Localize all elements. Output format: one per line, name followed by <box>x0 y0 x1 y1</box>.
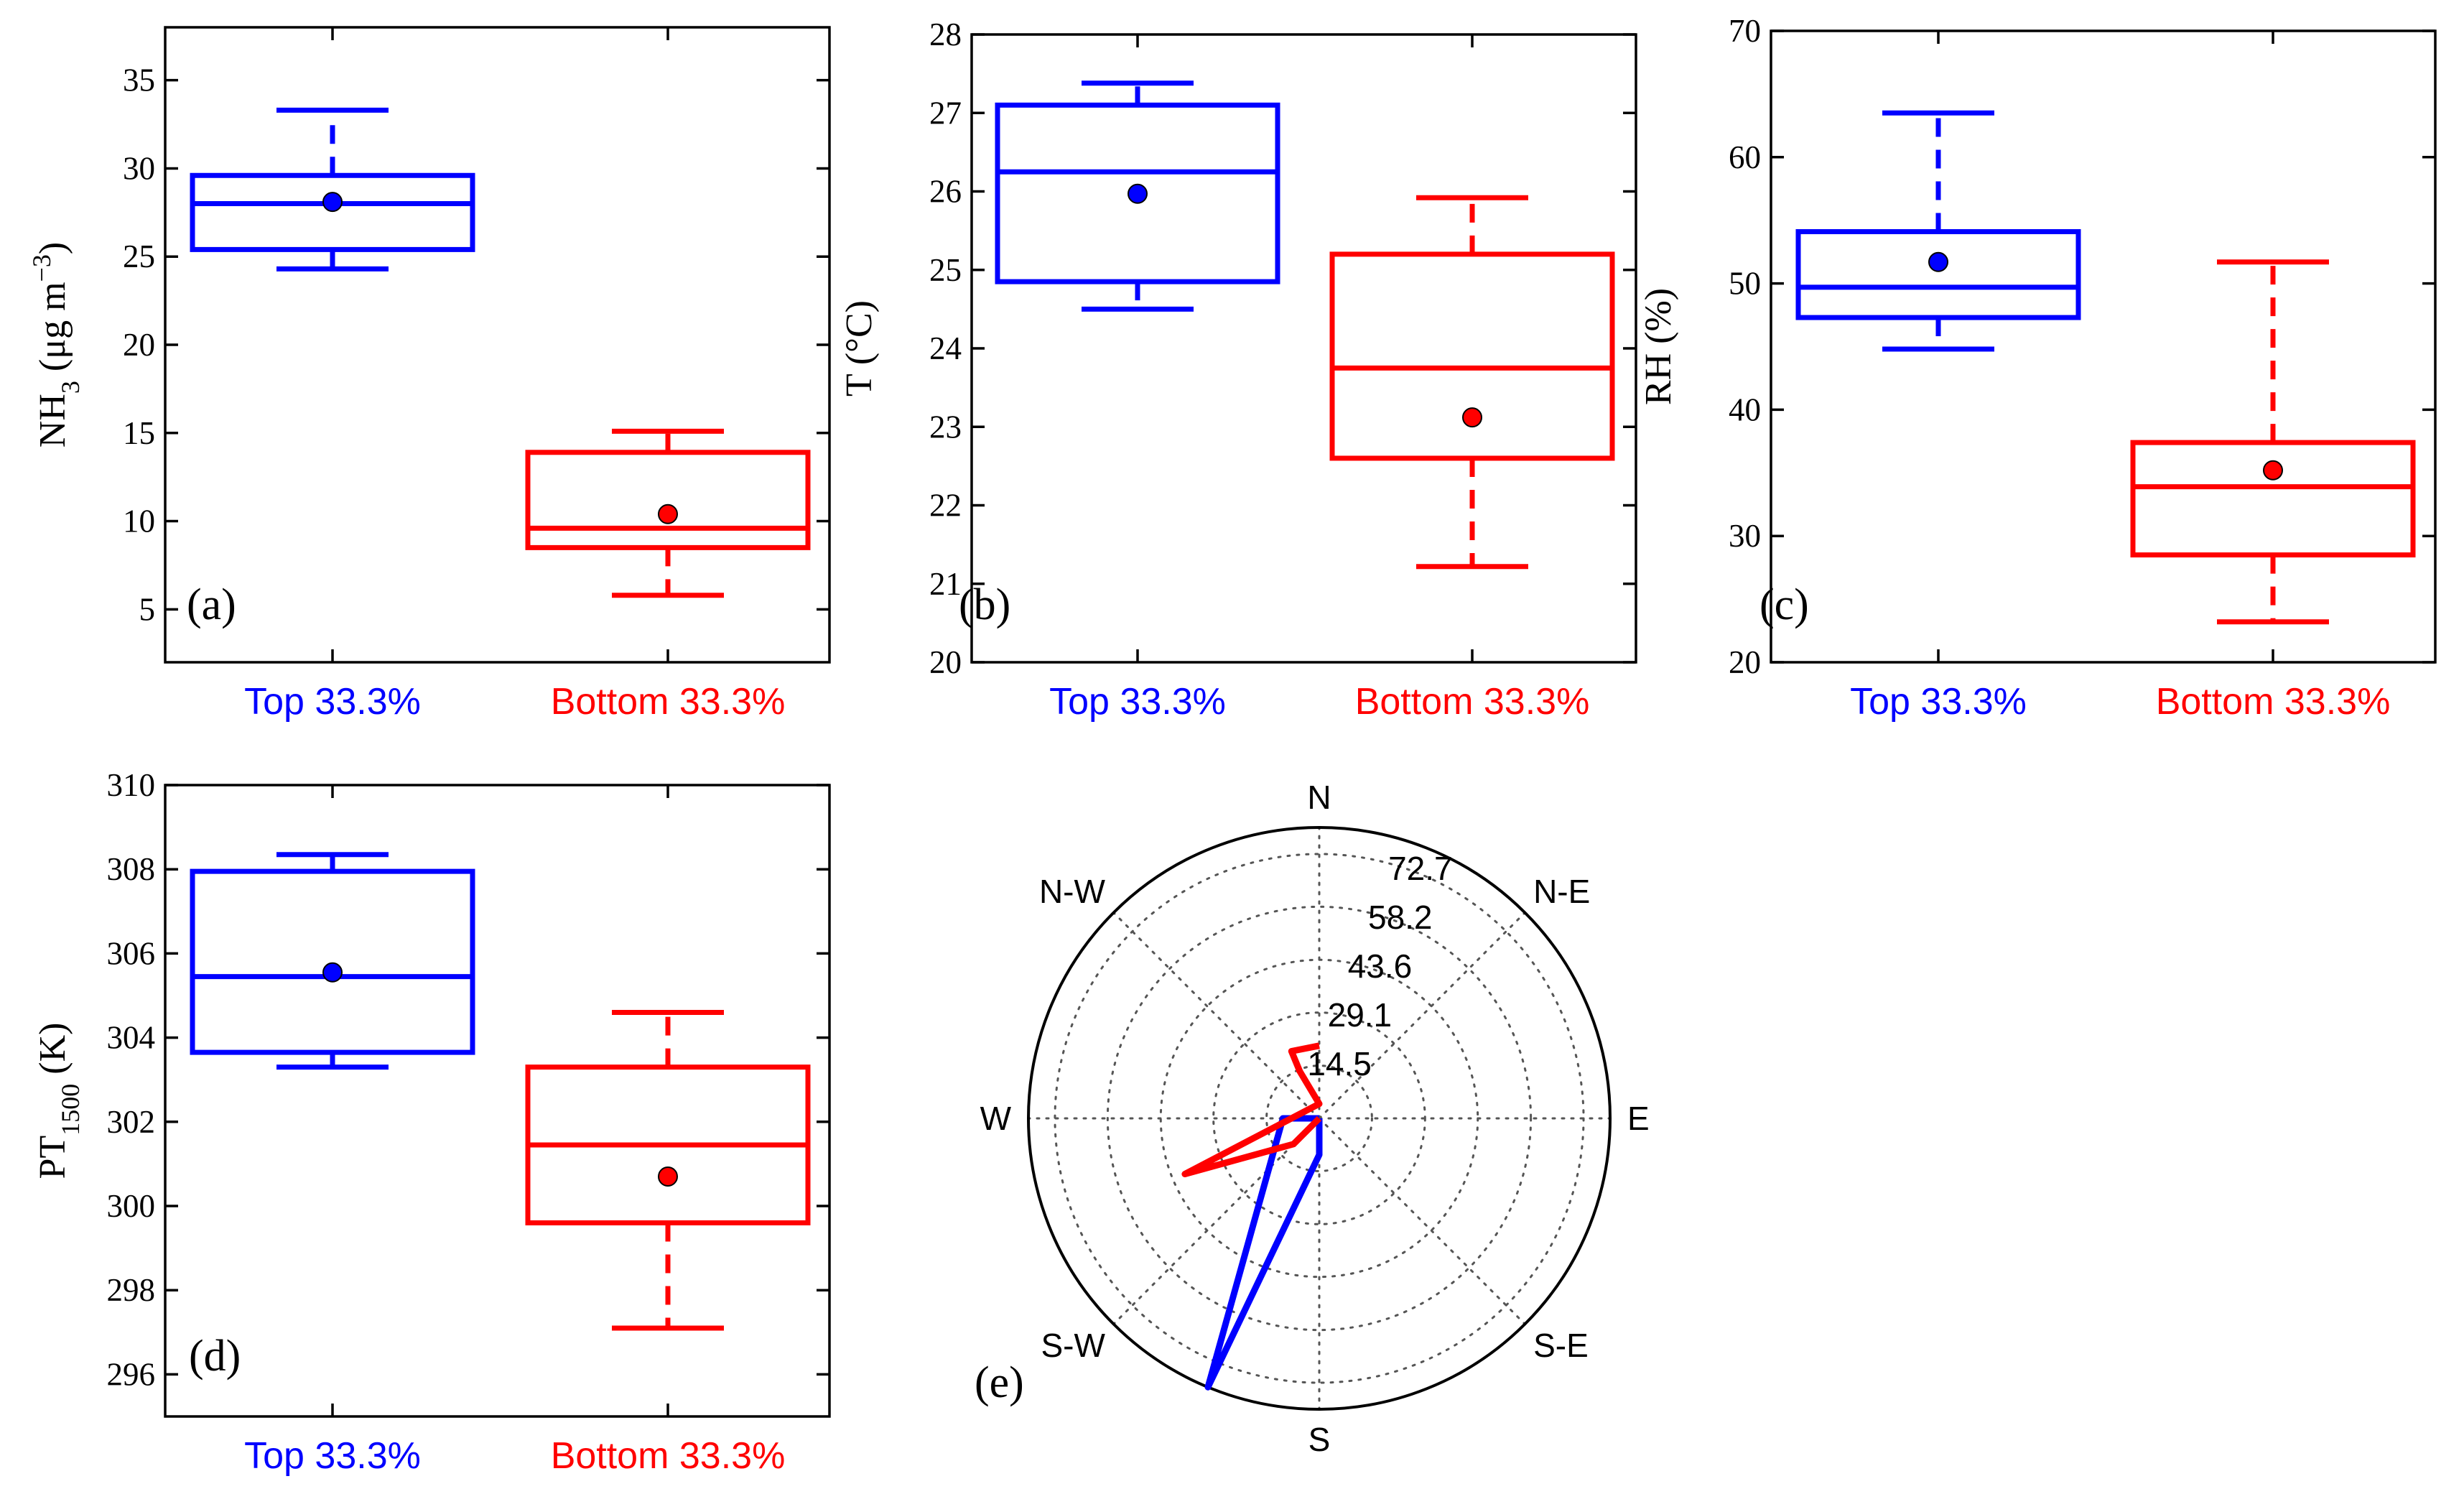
y-tick-label: 302 <box>107 1104 156 1140</box>
y-tick-label: 300 <box>107 1188 156 1224</box>
y-tick-label: 24 <box>929 330 962 366</box>
y-tick-label: 15 <box>123 415 155 451</box>
y-tick-label: 25 <box>123 238 155 274</box>
y-tick-label: 298 <box>107 1272 156 1308</box>
y-tick-label: 40 <box>1729 391 1761 427</box>
panel-label: (d) <box>189 1332 241 1381</box>
panel-label: (c) <box>1759 580 1809 629</box>
y-tick-label: 23 <box>929 409 962 445</box>
radial-grid-circle <box>1106 905 1533 1332</box>
category-label: Top 33.3% <box>244 1435 421 1477</box>
y-tick-label: 10 <box>123 504 155 539</box>
y-tick-label: 60 <box>1729 139 1761 175</box>
category-label: Bottom 33.3% <box>2156 681 2391 723</box>
y-tick-label: 21 <box>929 566 962 602</box>
direction-label: W <box>980 1100 1012 1137</box>
mean-marker <box>2263 460 2283 481</box>
radial-tick-label: 29.1 <box>1328 996 1393 1034</box>
wind-rose-series <box>1181 1042 1323 1177</box>
y-tick-label: 304 <box>107 1020 156 1056</box>
direction-label: N-W <box>1039 873 1106 910</box>
iqr-box <box>190 172 475 252</box>
iqr-box <box>190 868 475 1055</box>
category-label: Top 33.3% <box>244 681 421 723</box>
radial-tick-label: 72.7 <box>1388 850 1453 887</box>
y-tick-label: 35 <box>123 62 155 98</box>
radial-grid-circle <box>1265 1064 1373 1172</box>
direction-label: E <box>1627 1100 1650 1137</box>
y-tick-label: 306 <box>107 935 156 971</box>
y-tick-label: 20 <box>123 327 155 363</box>
panel-b-boxplot: 20 21 22 23 24 25 26 27 28 Top 33.3% Bottom 33.3% (… <box>839 17 1637 723</box>
y-tick-label: 5 <box>139 591 156 627</box>
y-axis-label: NH3 (μg m−3) <box>27 242 85 447</box>
angular-grid-line <box>1318 1117 1526 1325</box>
iqr-box <box>2130 440 2416 558</box>
mean-marker <box>658 1166 678 1187</box>
radial-tick-label: 58.2 <box>1368 899 1433 936</box>
y-axis-label: PT1500 (K) <box>32 1023 85 1179</box>
angular-grid-line <box>1318 912 1526 1120</box>
plot-frame <box>164 26 831 664</box>
y-tick-label: 26 <box>929 174 962 210</box>
panel-c-boxplot: 20 30 40 50 60 70 Top 33.3% Bottom 33.3% (c) RH (… <box>1638 13 2437 723</box>
y-tick-label: 20 <box>1729 644 1761 680</box>
panel-d-boxplot: 296 298 300 302 304 306 308 310 Top 33.3% Bottom … <box>32 767 831 1477</box>
y-axis-label: RH (%) <box>1638 288 1679 405</box>
plot-frame <box>970 33 1637 664</box>
category-label: Top 33.3% <box>1049 681 1226 723</box>
polar-frame <box>1027 826 1612 1411</box>
y-tick-label: 25 <box>929 252 962 288</box>
iqr-box <box>1795 229 2081 320</box>
y-tick-label: 296 <box>107 1356 156 1392</box>
category-label: Top 33.3% <box>1850 681 2027 723</box>
wind-rose-series <box>1204 1115 1323 1391</box>
y-axis-label: T (°C) <box>839 300 880 396</box>
direction-label: N-E <box>1533 873 1590 910</box>
mean-marker <box>322 962 343 983</box>
direction-label: S-E <box>1533 1327 1589 1364</box>
mean-marker <box>1128 183 1148 204</box>
direction-label: S-W <box>1041 1327 1106 1364</box>
radial-tick-label: 14.5 <box>1307 1045 1372 1082</box>
y-tick-label: 27 <box>929 95 962 131</box>
mean-marker <box>658 504 678 524</box>
direction-label: S <box>1308 1421 1331 1458</box>
y-tick-label: 310 <box>107 767 156 803</box>
panel-e-polar-plot: N N-E E S-E S S-W W N-W 14.5 29.1 43.6 58.2 72.7 (e) <box>975 779 1650 1458</box>
category-label: Bottom 33.3% <box>551 1435 786 1477</box>
mean-marker <box>1928 251 1948 272</box>
plot-frame <box>1770 29 2437 664</box>
y-tick-label: 308 <box>107 851 156 887</box>
iqr-box <box>525 450 811 550</box>
y-tick-label: 30 <box>123 150 155 186</box>
panel-label: (b) <box>959 580 1010 629</box>
iqr-box <box>1329 251 1615 461</box>
panel-a-boxplot: 5 10 15 20 25 30 35 Top 33.3% Bottom 33.3% (a) NH3… <box>27 26 831 723</box>
y-tick-label: 28 <box>929 17 962 52</box>
category-label: Bottom 33.3% <box>551 681 786 723</box>
y-tick-label: 30 <box>1729 518 1761 554</box>
angular-grid-line <box>1112 912 1321 1120</box>
panel-label: (e) <box>975 1358 1024 1407</box>
panel-label: (a) <box>187 580 236 629</box>
mean-marker <box>322 192 343 213</box>
angular-grid-line <box>1112 1117 1321 1325</box>
y-tick-label: 22 <box>929 488 962 524</box>
radial-tick-label: 43.6 <box>1348 947 1413 985</box>
direction-label: N <box>1307 779 1331 816</box>
y-tick-label: 70 <box>1729 13 1761 49</box>
mean-marker <box>1462 407 1482 428</box>
y-tick-label: 20 <box>929 644 962 680</box>
plot-frame <box>164 784 831 1418</box>
iqr-box <box>995 102 1280 284</box>
y-tick-label: 50 <box>1729 266 1761 302</box>
category-label: Bottom 33.3% <box>1355 681 1590 723</box>
